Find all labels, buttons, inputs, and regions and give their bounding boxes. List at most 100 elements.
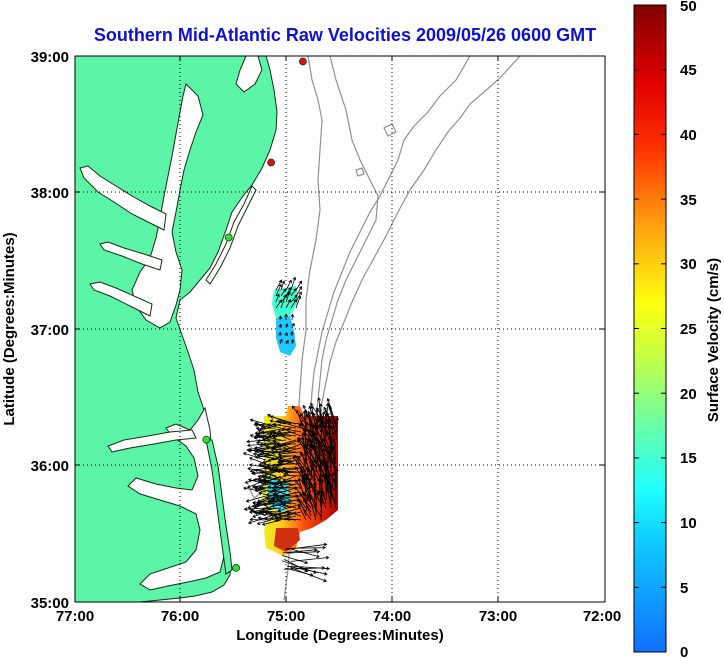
velocity-arrow (284, 323, 289, 329)
velocity-arrow (280, 280, 286, 291)
delaware-bay (235, 56, 263, 93)
velocity-arrow (307, 493, 317, 521)
velocity-arrow (242, 452, 267, 461)
colorbar-tick-label: 10 (680, 515, 697, 532)
y-tick-label: 35:00 (31, 595, 69, 612)
velocity-arrow (267, 434, 291, 438)
velocity-arrow (275, 283, 282, 297)
velocity-arrow (272, 488, 292, 497)
x-tick-labels: 77:00 76:00 75:00 74:00 73:00 72:00 (56, 608, 621, 625)
velocity-arrow (290, 298, 297, 309)
colorbar-label: Surface Velocity (cm/s) (705, 258, 722, 422)
velocity-arrow (296, 498, 312, 521)
velocity-arrow (263, 510, 287, 517)
radar-station-marker (267, 158, 276, 167)
x-axis-label: Longitude (Degrees:Minutes) (236, 627, 444, 644)
velocity-arrow (279, 338, 283, 345)
velocity-arrow (284, 313, 288, 321)
velocity-arrow (281, 503, 297, 509)
velocity-arrow (246, 443, 267, 448)
velocity-arrow (272, 492, 292, 501)
velocity-arrow (270, 516, 297, 521)
velocity-vectors (242, 276, 340, 583)
velocity-arrow (290, 294, 298, 303)
velocity-arrow (251, 503, 272, 508)
velocity-arrow (285, 339, 289, 345)
velocity-arrow (284, 332, 289, 337)
velocity-arrow (281, 560, 317, 574)
velocity-arrow (260, 474, 282, 481)
velocity-arrow (285, 279, 292, 291)
velocity-arrow (274, 449, 297, 454)
velocity-arrow (254, 511, 277, 517)
velocity-arrow (285, 287, 292, 297)
velocity-arrow (290, 548, 320, 558)
velocity-arrow (299, 413, 312, 429)
velocity-arrow (266, 445, 292, 453)
velocity-arrow (256, 519, 272, 526)
colorbar-gradient (633, 4, 667, 653)
velocity-arrow (247, 478, 267, 485)
velocity-arrow (281, 555, 309, 565)
velocity-arrow (286, 568, 314, 577)
colorbar-tick-label: 40 (680, 127, 697, 144)
x-tick-label: 73:00 (479, 608, 517, 625)
velocity-arrow (290, 313, 295, 321)
velocity-arrow (279, 482, 302, 487)
velocity-arrow (245, 495, 267, 503)
velocity-arrow (285, 545, 327, 550)
velocity-arrow (249, 418, 267, 425)
velocity-arrow (262, 438, 287, 449)
colorbar-tick-labels: 0 5 10 15 20 25 30 35 40 45 50 (680, 0, 697, 659)
velocity-arrow (283, 565, 326, 570)
velocity-arrow (295, 295, 302, 309)
velocity-arrow (262, 478, 287, 489)
velocity-arrow (271, 498, 297, 505)
velocity-arrow (285, 517, 302, 521)
velocity-arrow (243, 507, 267, 512)
velocity-arrow (252, 500, 277, 505)
y-tick-label: 38:00 (31, 185, 69, 202)
velocity-arrow (268, 499, 292, 509)
velocity-arrow (335, 416, 340, 441)
velocity-arrow (325, 485, 332, 509)
velocity-arrow (277, 459, 302, 465)
velocity-arrow (260, 470, 287, 481)
x-tick-label: 76:00 (161, 608, 199, 625)
velocity-arrow (280, 294, 287, 309)
colorbar-tick-label: 25 (680, 321, 697, 338)
velocity-arrow (248, 457, 267, 465)
velocity-arrow (272, 431, 292, 441)
velocity-arrow (254, 421, 272, 429)
velocity-arrow (310, 405, 317, 433)
velocity-arrow (286, 427, 302, 433)
velocity-arrow (271, 451, 287, 455)
velocity-arrow (303, 498, 312, 517)
velocity-arrow (315, 492, 319, 517)
y-axis-label: Latitude (Degrees:Minutes) (1, 232, 18, 425)
velocity-arrow (332, 478, 337, 501)
velocity-arrow (275, 293, 280, 303)
velocity-arrow (255, 426, 277, 431)
velocity-arrow (257, 474, 277, 481)
velocity-arrow (282, 473, 302, 478)
velocity-arrow (272, 422, 297, 429)
radar-station-marker (202, 435, 211, 444)
outer-banks-barrier (205, 439, 233, 575)
velocity-arrow (318, 423, 332, 453)
velocity-arrow (304, 446, 312, 469)
x-tick-label: 72:00 (583, 608, 621, 625)
colorbar-tick-label: 30 (680, 256, 697, 273)
velocity-arrow (278, 315, 283, 321)
velocity-arrow (295, 494, 307, 509)
velocity-arrow (294, 486, 312, 509)
x-tick-label: 77:00 (56, 608, 94, 625)
velocity-arrow (290, 565, 330, 571)
velocity-arrow (278, 331, 282, 337)
velocity-arrow (331, 431, 337, 457)
x-tick-label: 75:00 (267, 608, 305, 625)
velocity-arrow (256, 434, 282, 441)
colorbar-tick-label: 35 (680, 192, 697, 209)
velocity-arrow (311, 460, 322, 481)
velocity-arrow (334, 467, 339, 497)
